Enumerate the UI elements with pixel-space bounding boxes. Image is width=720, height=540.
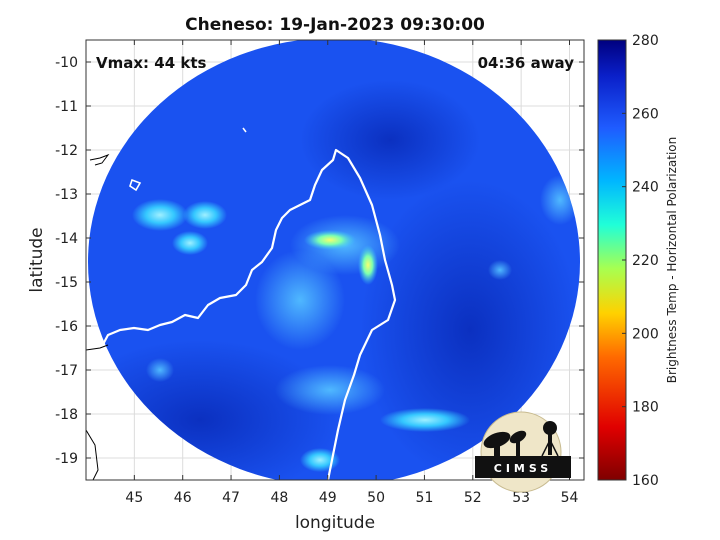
map-plot-area: 45 46 47 48 49 50 51 52 53 54 -10-11-12-13-14-15-… [55,39,585,506]
vmax-label: Vmax: 44 kts [96,54,206,72]
colorbar-tick-label: 200 [632,326,659,342]
x-tick-label: 49 [319,490,337,506]
logo-dish-icon [483,430,527,457]
x-tick-label: 47 [222,490,240,506]
coastline [86,127,397,480]
time-away-label: 04:36 away [478,54,575,72]
logo-text: CIMSS [494,462,552,475]
colorbar-tick-label: 160 [632,473,659,489]
figure-title: Cheneso: 19-Jan-2023 09:30:00 [185,15,485,35]
colorbar-tick-label: 180 [632,400,659,416]
y-tick-label: -19 [55,451,78,467]
y-tick-label: -14 [55,231,78,247]
x-tick-label: 50 [367,490,385,506]
brightness-swath [88,40,580,480]
colorbar-tick-label: 240 [632,180,659,196]
colorbar: 280 260 240 220 200 180 160 Brightness Temp - … [597,33,679,489]
y-tick-label: -17 [55,363,78,379]
y-tick-label: -18 [55,407,78,423]
plot-frame [85,39,585,481]
cimss-logo: CIMSS [475,411,571,493]
y-tick-label: -15 [55,275,78,291]
x-tick-label: 48 [270,490,288,506]
x-tick-label: 46 [174,490,192,506]
colorbar-tick-label: 220 [632,253,659,269]
x-tick-label: 54 [561,490,579,506]
x-axis-label: longitude [295,513,375,533]
x-tick-label: 51 [416,490,434,506]
colorbar-label: Brightness Temp - Horizontal Polarizatio… [665,137,679,384]
logo-banner [475,456,571,478]
y-axis-ticks: -10 -11 -12 -13 -14 -15 -16 -17 -18 -19 [55,55,584,467]
x-axis-ticks: 45 46 47 48 49 50 51 52 53 54 [125,40,578,506]
y-tick-label: -16 [55,319,78,335]
x-tick-label: 53 [512,490,530,506]
x-tick-label: 45 [125,490,143,506]
colorbar-tick-label: 280 [632,33,659,49]
y-tick-label: -13 [55,187,78,203]
colorbar-ticks: 280 260 240 220 200 180 160 [622,33,659,489]
y-axis-label: latitude [27,227,47,292]
y-tick-label: -10 [55,55,78,71]
x-tick-label: 52 [464,490,482,506]
y-tick-label: -11 [55,99,78,115]
colorbar-tick-label: 260 [632,106,659,122]
colorbar-gradient [597,39,627,481]
y-tick-label: -12 [55,143,78,159]
logo-tower-icon [541,421,559,457]
